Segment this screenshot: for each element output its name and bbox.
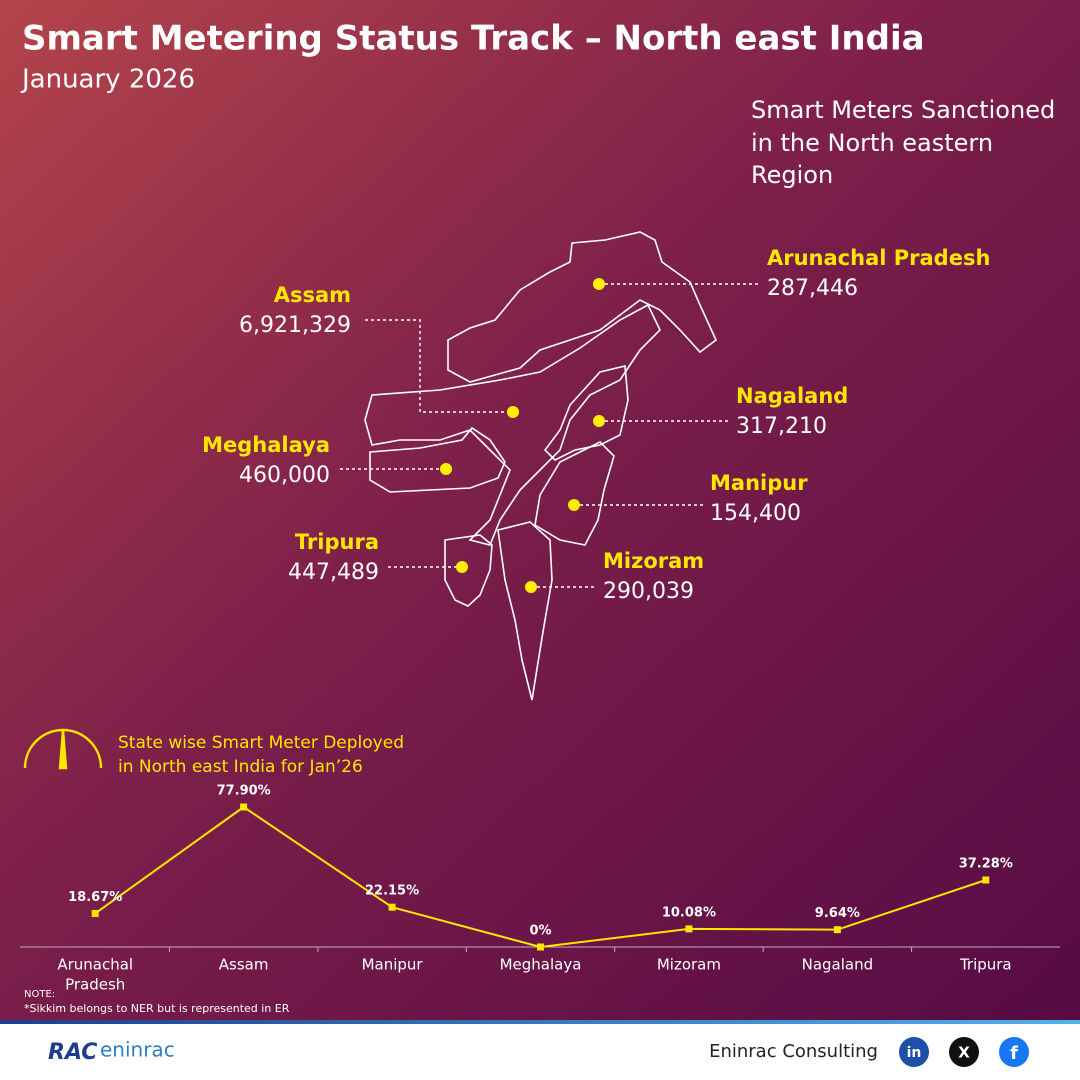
- point: [240, 803, 248, 811]
- state-value: 6,921,329: [239, 313, 351, 338]
- facebook-label[interactable]: f: [1010, 1043, 1018, 1064]
- point: [388, 903, 396, 911]
- state-name: Nagaland: [736, 384, 848, 408]
- linkedin-icon[interactable]: [899, 1037, 929, 1067]
- note-label: NOTE:: [24, 989, 55, 1000]
- value-label: 22.15%: [365, 884, 419, 899]
- x-tick-label: Tripura: [959, 956, 1012, 974]
- x-tick-label: Pradesh: [65, 976, 125, 994]
- state-name: Manipur: [710, 471, 808, 495]
- state-value: 154,400: [710, 501, 801, 526]
- chart-title: in North east India for Jan’26: [118, 757, 363, 777]
- point: [833, 926, 841, 934]
- state-name: Assam: [274, 283, 351, 307]
- linkedin-label[interactable]: in: [907, 1045, 922, 1061]
- state-value: 460,000: [239, 463, 330, 488]
- state-dot: [568, 499, 580, 511]
- social-icons[interactable]: in X f: [899, 1037, 1029, 1067]
- x-tick-label: Manipur: [362, 956, 424, 974]
- state-value: 290,039: [603, 579, 694, 604]
- map-title: Region: [751, 161, 833, 189]
- facebook-icon[interactable]: [999, 1037, 1029, 1067]
- state-value: 447,489: [288, 560, 379, 585]
- point: [537, 943, 544, 951]
- x-label[interactable]: X: [958, 1044, 970, 1062]
- logo-text: eninrac: [100, 1038, 175, 1062]
- title: Smart Metering Status Track – North east…: [22, 19, 925, 59]
- x-tick-label: Arunachal: [57, 956, 133, 974]
- state-dot: [525, 581, 537, 593]
- state-name: Mizoram: [603, 549, 704, 573]
- note-text: *Sikkim belongs to NER but is represente…: [24, 1002, 290, 1015]
- value-label: 10.08%: [662, 905, 716, 920]
- map-outline: [364, 231, 717, 701]
- value-label: 9.64%: [815, 906, 860, 921]
- state-dot: [593, 415, 605, 427]
- map-title: Smart Meters Sanctioned: [751, 96, 1055, 124]
- state-dot: [456, 561, 468, 573]
- value-label: 0%: [529, 924, 551, 939]
- x-tick-label: Nagaland: [802, 956, 874, 974]
- state-name: Meghalaya: [202, 433, 330, 457]
- point: [91, 909, 99, 917]
- x-tick-label: Assam: [219, 956, 269, 974]
- value-label: 18.67%: [68, 890, 122, 905]
- company: Eninrac Consulting: [709, 1041, 878, 1062]
- point: [685, 925, 693, 933]
- x-tick-label: Meghalaya: [500, 956, 582, 974]
- value-label: 77.90%: [217, 784, 271, 799]
- subtitle: January 2026: [20, 65, 195, 95]
- footer-rule: [0, 1020, 1080, 1024]
- state-value: 287,446: [767, 276, 858, 301]
- state-value: 317,210: [736, 414, 827, 439]
- map-title: in the North eastern: [751, 129, 993, 157]
- chart-title: State wise Smart Meter Deployed: [118, 733, 404, 753]
- state-dot: [440, 463, 452, 475]
- state-name: Arunachal Pradesh: [767, 246, 990, 270]
- state-name: Tripura: [295, 530, 379, 554]
- point: [982, 876, 990, 884]
- gauge-icon: [23, 728, 103, 770]
- logo-mark: RAC: [48, 1040, 97, 1065]
- x-tick-label: Mizoram: [657, 956, 721, 974]
- state-dot: [507, 406, 519, 418]
- x-icon[interactable]: [949, 1037, 979, 1067]
- value-label: 37.28%: [959, 857, 1013, 872]
- state-dot: [593, 278, 605, 290]
